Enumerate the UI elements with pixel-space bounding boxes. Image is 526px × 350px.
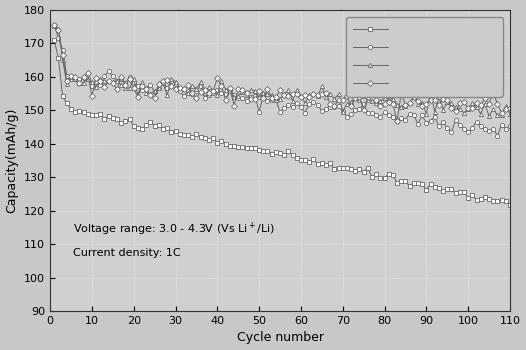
实 施 例 6 [494,134,501,138]
实 施 例 6 [499,122,505,127]
实 施 例 1 [185,83,191,87]
实 施 例 6 [478,124,484,128]
实 施 例 5 [478,112,484,116]
Line: 实 施 例 6: 实 施 例 6 [52,23,512,138]
实 施 例 1 [51,23,57,28]
实 施 例 1 [482,96,488,100]
实 施 例 5 [185,91,191,95]
实 施 例 5 [486,114,492,118]
实 施 例 1 [260,96,267,100]
实 施 例 1 [507,106,513,111]
NCA [507,203,513,207]
实 施 例 6 [272,97,279,102]
实 施 例 5 [260,91,267,95]
NCA [272,150,279,154]
Line: 实 施 例 1: 实 施 例 1 [52,23,512,123]
实 施 例 5 [51,24,57,28]
实 施 例 6 [507,124,513,128]
NCA [51,38,57,42]
NCA [260,149,267,153]
实 施 例 5 [373,100,379,105]
实 施 例 5 [272,98,279,103]
实 施 例 1 [499,111,505,115]
NCA [373,172,379,176]
实 施 例 1 [272,95,279,99]
实 施 例 6 [185,89,191,93]
NCA [478,197,484,201]
实 施 例 6 [373,113,379,117]
实 施 例 6 [260,93,267,98]
NCA [494,199,501,203]
Text: Voltage range: 3.0 - 4.3V (Vs Li$^+$/Li): Voltage range: 3.0 - 4.3V (Vs Li$^+$/Li) [73,220,275,238]
Line: 实 施 例 5: 实 施 例 5 [52,24,512,118]
Text: Current density: 1C: Current density: 1C [73,248,181,258]
实 施 例 1 [394,119,400,123]
NCA [185,133,191,137]
Y-axis label: Capacity(mAh/g): Capacity(mAh/g) [6,107,18,213]
X-axis label: Cycle number: Cycle number [237,331,323,344]
实 施 例 1 [373,98,379,102]
实 施 例 6 [51,23,57,27]
Legend: NCA, 实 施 例 6, 实 施 例 5, 实 施 例 1: NCA, 实 施 例 6, 实 施 例 5, 实 施 例 1 [346,16,503,97]
Line: NCA: NCA [52,38,512,207]
实 施 例 5 [499,113,505,117]
实 施 例 5 [507,112,513,116]
